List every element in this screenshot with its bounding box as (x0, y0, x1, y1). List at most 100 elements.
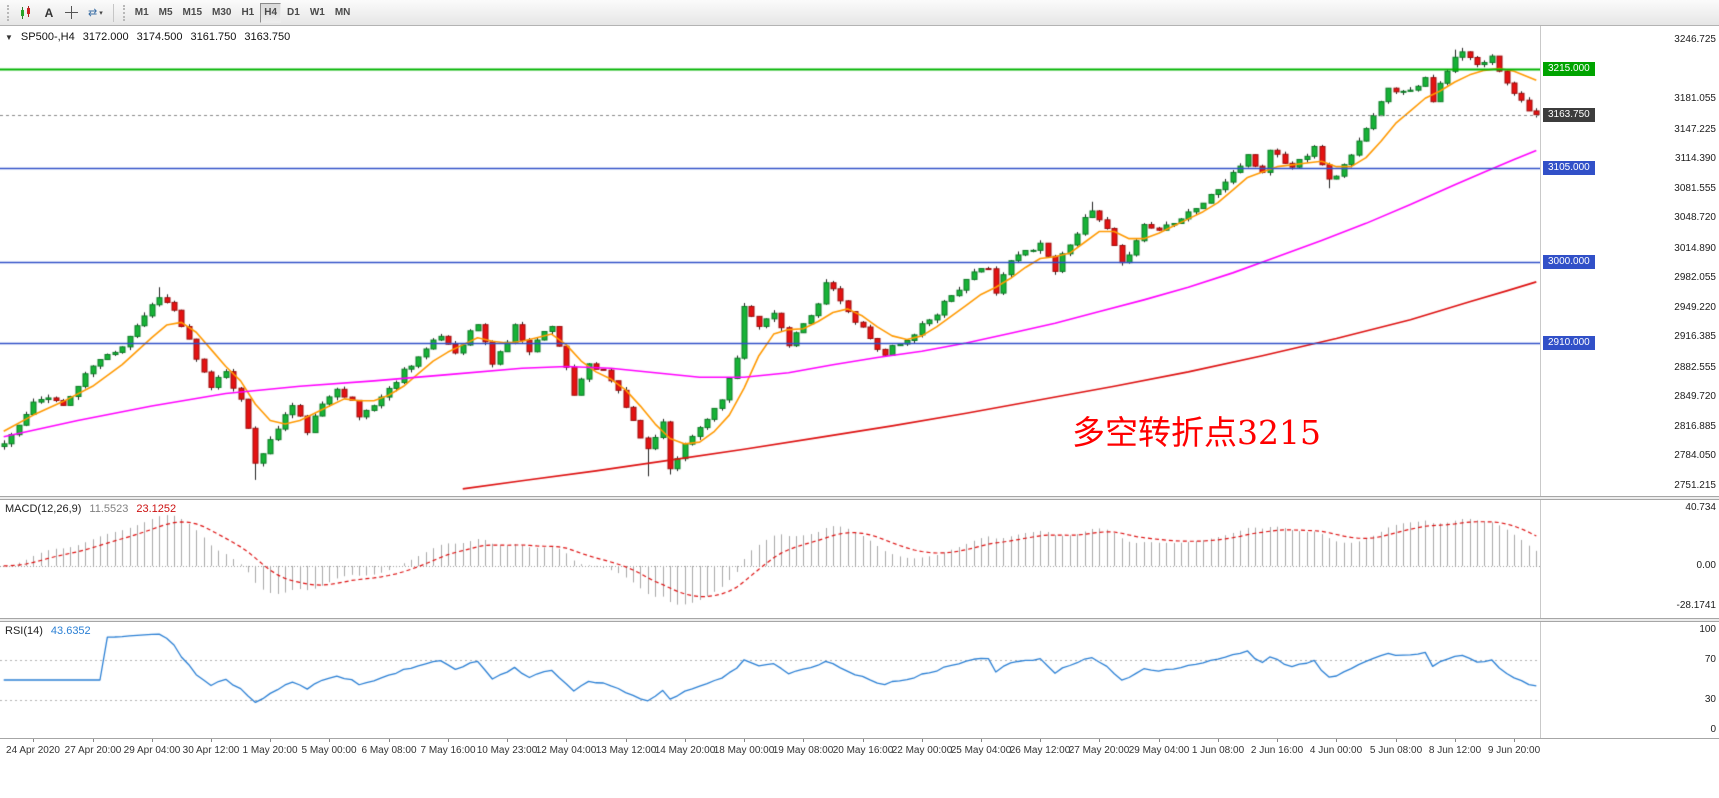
time-tick-mark (93, 739, 94, 742)
axis-tick-label: 2916.385 (1674, 331, 1716, 343)
time-tick-mark (1336, 739, 1337, 742)
timeframe-button-M30[interactable]: M30 (212, 7, 232, 18)
macd-chart-canvas[interactable] (0, 500, 1540, 618)
axis-tick-label: 3014.890 (1674, 242, 1716, 254)
time-axis-label: 29 May 04:00 (1128, 745, 1190, 756)
main-chart-panel: ▼ SP500-,H4 3172.000 3174.500 3161.750 3… (0, 26, 1719, 496)
time-tick-mark (1396, 739, 1397, 742)
time-axis-label: 27 May 20:00 (1068, 745, 1130, 756)
time-axis-label: 18 May 00:00 (713, 745, 775, 756)
timeframe-button-MN[interactable]: MN (334, 7, 351, 18)
chart-window-icon[interactable] (15, 3, 37, 23)
time-axis-label: 13 May 12:00 (595, 745, 657, 756)
macd-title: MACD(12,26,9) (5, 503, 82, 515)
hline-price-badge: 3000.000 (1543, 255, 1595, 270)
time-axis: 24 Apr 2020 27 Apr 20:00 29 Apr 04:00 30 Ap… (0, 738, 1719, 798)
time-tick-mark (1159, 739, 1160, 742)
time-axis-label: 4 Jun 00:00 (1309, 745, 1363, 756)
macd-signal-value: 23.1252 (136, 503, 177, 515)
timeframe-button-H1[interactable]: H1 (241, 7, 255, 18)
axis-tick-label: 3246.725 (1674, 34, 1716, 45)
time-tick-mark (507, 739, 508, 742)
axis-tick-label: 2882.555 (1674, 361, 1716, 373)
time-tick-mark (1218, 739, 1219, 742)
time-axis-label: 20 May 16:00 (832, 745, 894, 756)
time-axis-label: 6 May 08:00 (361, 745, 417, 756)
time-tick-mark (152, 739, 153, 742)
time-tick-mark (1277, 739, 1278, 742)
chart-ohlc-header: ▼ SP500-,H4 3172.000 3174.500 3161.750 3… (5, 31, 290, 43)
time-tick-mark (389, 739, 390, 742)
candlestick-chart-canvas[interactable] (0, 26, 1540, 496)
rsi-label: RSI(14) 43.6352 (5, 625, 91, 637)
time-tick-mark (270, 739, 271, 742)
timeframe-button-H4[interactable]: H4 (260, 2, 282, 23)
toolbar-grip[interactable] (122, 4, 126, 21)
time-tick-mark (685, 739, 686, 742)
time-axis-label: 26 May 12:00 (1009, 745, 1071, 756)
timeframe-button-M1[interactable]: M1 (134, 7, 149, 18)
rsi-chart-canvas[interactable] (0, 622, 1540, 738)
hline-price-badge: 3105.000 (1543, 160, 1595, 175)
panel-splitter[interactable] (0, 496, 1719, 500)
time-axis-label: 5 May 00:00 (301, 745, 357, 756)
axis-tick-label: 2949.220 (1674, 301, 1716, 313)
timeframe-button-D1[interactable]: D1 (287, 7, 300, 18)
time-tick-mark (1455, 739, 1456, 742)
toolbar-separator (112, 3, 114, 22)
time-tick-mark (626, 739, 627, 742)
symbol-period-label: SP500-,H4 (20, 31, 75, 43)
axis-tick-label: 0.00 (1696, 559, 1716, 571)
current-price-badge: 3163.750 (1543, 107, 1595, 122)
text-tool-button[interactable]: A (44, 5, 54, 20)
macd-main-value: 11.5523 (89, 503, 129, 515)
time-axis-label: 9 Jun 20:00 (1487, 745, 1541, 756)
axis-tick-label: -28.1741 (1676, 600, 1716, 611)
time-axis-label: 14 May 20:00 (654, 745, 716, 756)
time-axis-label: 10 May 23:00 (476, 745, 538, 756)
toolbar-grip[interactable] (7, 4, 10, 21)
crosshair-tool-button[interactable] (61, 3, 82, 23)
axis-tick-label: 2849.720 (1674, 391, 1716, 403)
rsi-value: 43.6352 (50, 625, 91, 637)
rsi-title: RSI(14) (5, 625, 43, 637)
axis-tick-label: 2816.885 (1674, 420, 1716, 432)
axis-tick-label: 2784.050 (1674, 450, 1716, 462)
time-axis-label: 12 May 04:00 (535, 745, 597, 756)
time-tick-mark (1040, 739, 1041, 742)
time-tick-mark (1514, 739, 1515, 742)
time-tick-mark (211, 739, 212, 742)
axis-tick-label: 3048.720 (1674, 212, 1716, 224)
panel-splitter[interactable] (0, 618, 1719, 622)
axis-tick-label: 3114.390 (1675, 153, 1716, 165)
axis-tick-label: 3081.555 (1674, 182, 1716, 194)
timeframe-button-W1[interactable]: W1 (309, 7, 325, 18)
macd-label: MACD(12,26,9) 11.5523 23.1252 (5, 503, 176, 515)
timeframe-button-M5[interactable]: M5 (158, 7, 173, 18)
open-value: 3172.000 (82, 31, 129, 43)
macd-axis: 40.734 0.00 -28.1741 (1540, 500, 1719, 618)
time-axis-label: 22 May 00:00 (891, 745, 953, 756)
time-axis-label: 24 Apr 2020 (6, 745, 60, 756)
time-axis-label: 29 Apr 04:00 (123, 745, 181, 756)
time-axis-label: 5 Jun 08:00 (1369, 745, 1423, 756)
high-value: 3174.500 (136, 31, 183, 43)
axis-tick-label: 3181.055 (1674, 93, 1716, 105)
collapse-icon[interactable]: ▼ (5, 32, 13, 42)
axis-tick-label: 2751.215 (1674, 480, 1716, 491)
annotation-text: 多空转折点3215 (1072, 413, 1321, 452)
rsi-panel: RSI(14) 43.6352 100 70 30 0 (0, 622, 1719, 738)
time-tick-mark (33, 739, 34, 742)
axis-tick-label: 2982.055 (1674, 272, 1716, 284)
time-axis-label: 2 Jun 16:00 (1250, 745, 1304, 756)
time-tick-mark (566, 739, 567, 742)
time-tick-mark (922, 739, 923, 742)
axis-tick-label: 0 (1710, 724, 1716, 735)
cycles-dropdown-button[interactable]: ⇄ ▾ (88, 7, 103, 19)
time-axis-label: 19 May 08:00 (772, 745, 834, 756)
close-value: 3163.750 (244, 31, 291, 43)
time-axis-label: 30 Apr 12:00 (182, 745, 240, 756)
time-axis-label: 25 May 04:00 (950, 745, 1012, 756)
timeframe-button-M15[interactable]: M15 (182, 7, 202, 18)
time-tick-mark (744, 739, 745, 742)
